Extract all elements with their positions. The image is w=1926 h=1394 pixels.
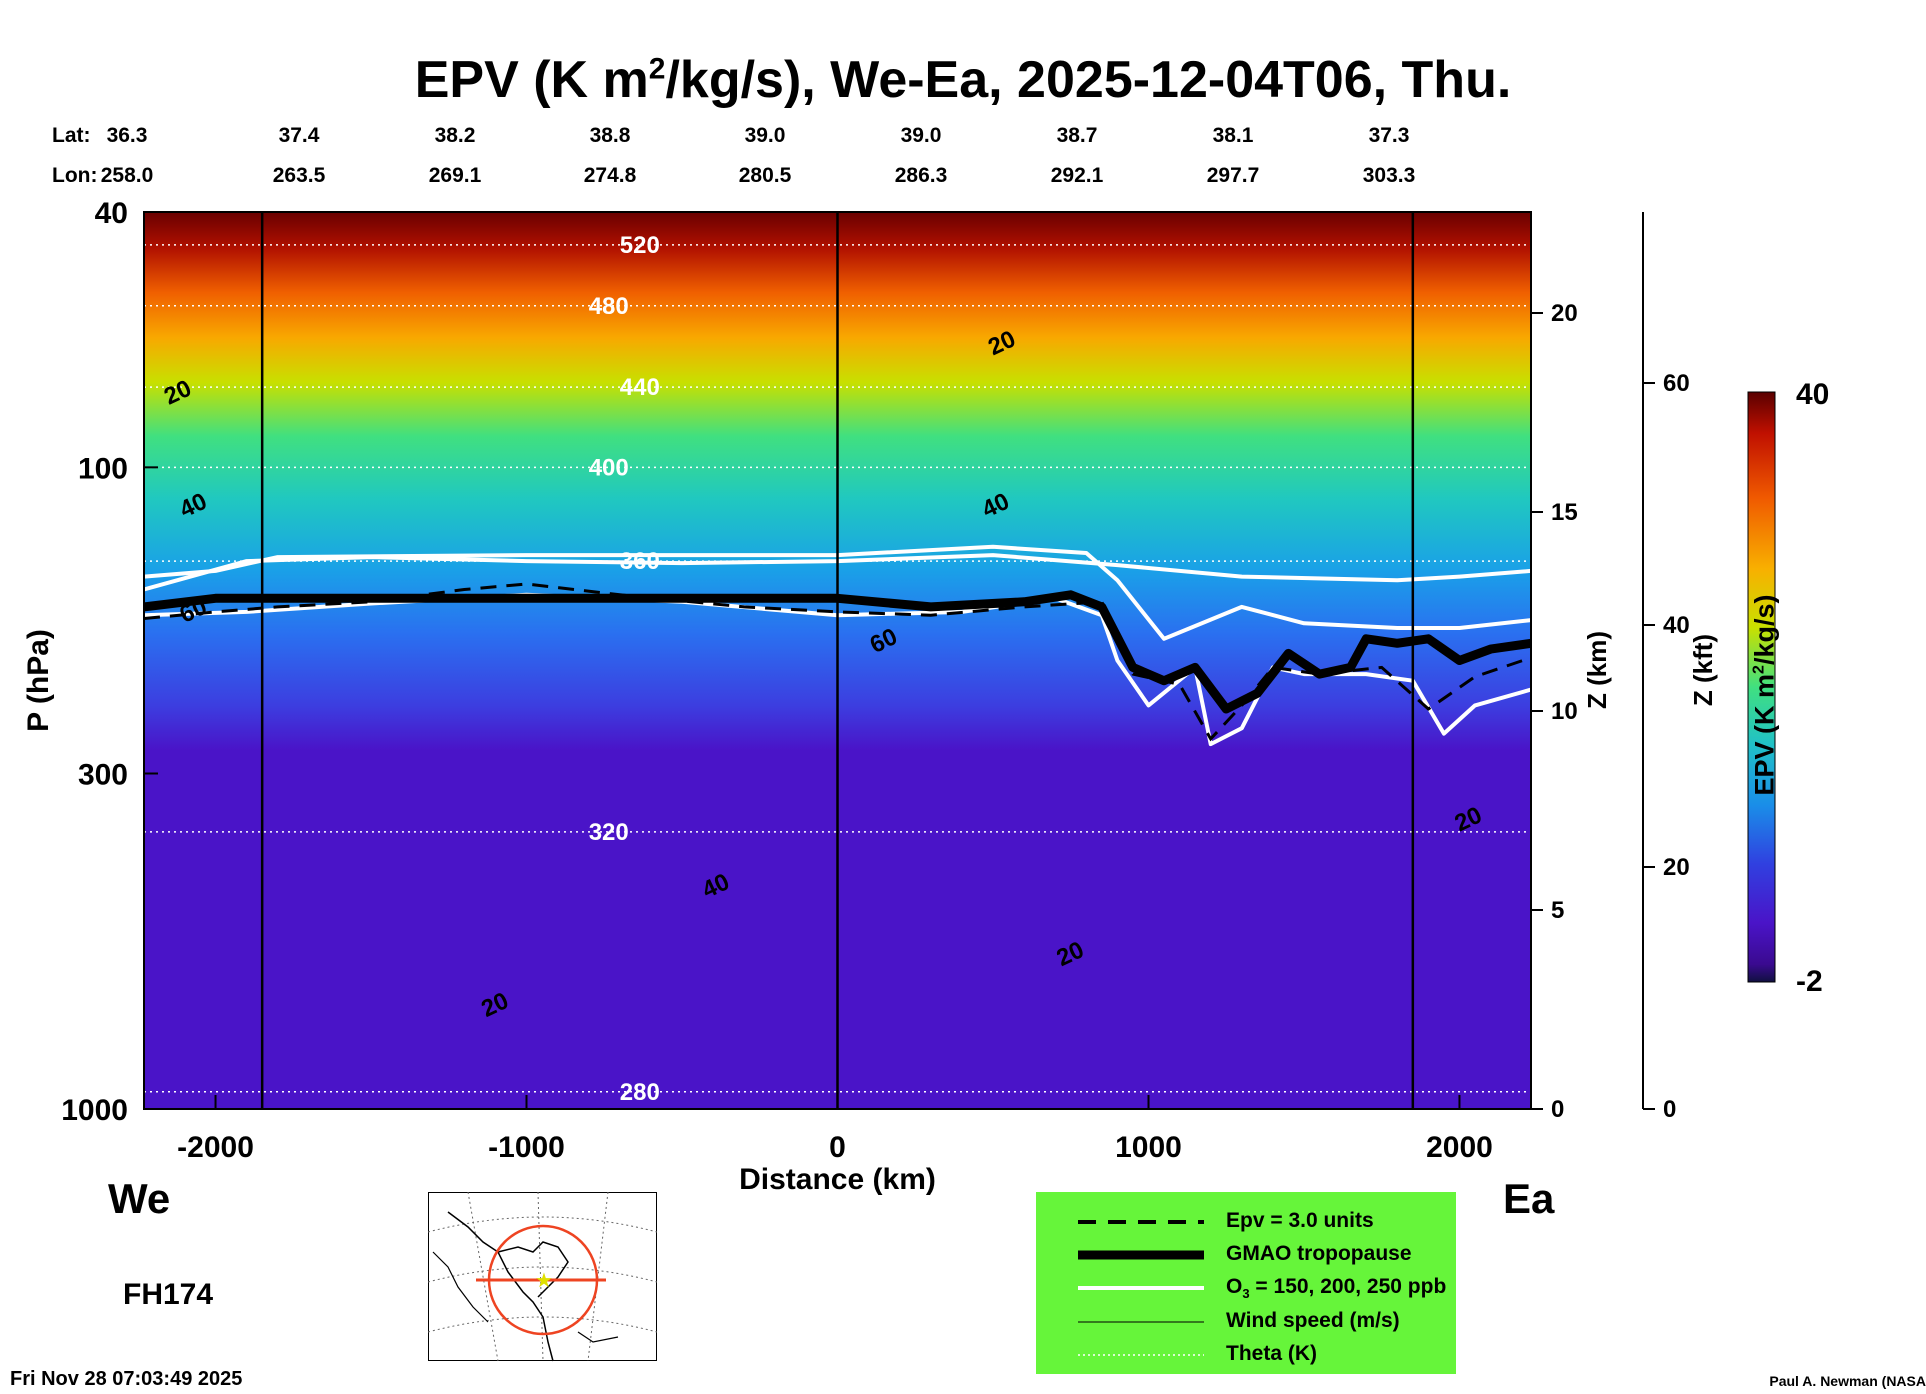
lon-value: 292.1 — [1050, 164, 1104, 187]
chart-title: EPV (K m2/kg/s), We-Ea, 2025-12-04T06, T… — [0, 50, 1926, 110]
x-tick-label: -1000 — [488, 1131, 565, 1164]
lon-value: 303.3 — [1362, 164, 1416, 187]
theta-label: 480 — [589, 293, 629, 320]
z-km-axis-label: Z (km) — [1582, 631, 1612, 709]
lon-value: 280.5 — [738, 164, 792, 187]
colorbar-title: EPV (K m2/kg/s) — [1749, 594, 1780, 796]
lon-value: 286.3 — [894, 164, 948, 187]
z-km-tick-label: 0 — [1551, 1096, 1564, 1123]
colorbar-max-label: 40 — [1796, 378, 1830, 411]
coastline — [447, 1211, 569, 1362]
z-kft-axis-label: Z (kft) — [1688, 634, 1718, 706]
y-tick-label: 300 — [78, 758, 128, 791]
x-tick-label: -2000 — [177, 1131, 254, 1164]
lat-value: 36.3 — [106, 124, 148, 147]
z-km-tick-label: 10 — [1551, 698, 1578, 725]
theta-label: 320 — [589, 819, 629, 846]
colorbar — [1747, 391, 1776, 983]
z-km-tick-label: 20 — [1551, 300, 1578, 327]
lat-value: 38.1 — [1212, 124, 1254, 147]
y-axis-label: P (hPa) — [22, 629, 55, 732]
center-star-icon: ★ — [535, 1270, 553, 1292]
ozone-line — [144, 544, 1531, 641]
lat-value: 39.0 — [744, 124, 786, 147]
lat-label: Lat: — [52, 124, 91, 147]
lat-value: 38.2 — [434, 124, 476, 147]
east-label: Ea — [1503, 1175, 1555, 1222]
theta-label: 440 — [620, 374, 660, 401]
x-tick-label: 2000 — [1426, 1131, 1493, 1164]
z-kft-tick-label: 40 — [1663, 612, 1690, 639]
timestamp: Fri Nov 28 07:03:49 2025 — [10, 1368, 243, 1390]
lat-value: 39.0 — [900, 124, 942, 147]
title-part-1: EPV (K m — [414, 51, 649, 109]
lon-label: Lon: — [52, 164, 98, 187]
lon-value: 297.7 — [1206, 164, 1260, 187]
lon-value: 269.1 — [428, 164, 482, 187]
lat-value: 38.8 — [589, 124, 631, 147]
legend-label-ozone: O3 = 150, 200, 250 ppb — [1226, 1275, 1447, 1302]
y-tick-label: 1000 — [61, 1094, 128, 1127]
theta-label: 400 — [589, 454, 629, 481]
west-label: We — [108, 1175, 171, 1222]
lon-value: 274.8 — [583, 164, 637, 187]
legend-label-tropopause: GMAO tropopause — [1226, 1242, 1412, 1265]
x-tick-label: 0 — [829, 1131, 846, 1164]
z-kft-tick-label: 60 — [1663, 370, 1690, 397]
title-part-2: /kg/s), We-Ea, 2025-12-04T06, Thu. — [665, 51, 1512, 109]
x-axis-label: Distance (km) — [739, 1163, 936, 1196]
location-map: ★ — [428, 1192, 658, 1362]
lat-value: 38.7 — [1056, 124, 1098, 147]
forecast-hour: FH174 — [123, 1278, 214, 1311]
epv3-line — [144, 582, 1531, 742]
z-km-tick-label: 5 — [1551, 897, 1564, 924]
author-credit: Paul A. Newman (NASA — [1769, 1373, 1926, 1389]
legend: Epv = 3.0 units GMAO tropopause O3 = 150… — [1036, 1192, 1456, 1374]
theta-label: 280 — [620, 1079, 660, 1106]
legend-label-wind: Wind speed (m/s) — [1226, 1309, 1400, 1332]
y-tick-label: 40 — [95, 197, 128, 230]
lat-value: 37.4 — [278, 124, 320, 147]
theta-label: 520 — [620, 232, 660, 259]
title-superscript: 2 — [648, 52, 666, 86]
y-tick-label: 100 — [78, 452, 128, 485]
z-kft-tick-label: 0 — [1663, 1096, 1676, 1123]
legend-label-epv: Epv = 3.0 units — [1226, 1209, 1374, 1232]
lon-value: 263.5 — [272, 164, 326, 187]
lon-value: 258.0 — [100, 164, 154, 187]
legend-label-theta: Theta (K) — [1226, 1342, 1317, 1365]
lat-value: 37.3 — [1368, 124, 1410, 147]
colorbar-min-label: -2 — [1796, 965, 1823, 998]
x-tick-label: 1000 — [1115, 1131, 1182, 1164]
z-km-tick-label: 15 — [1551, 499, 1578, 526]
z-kft-tick-label: 20 — [1663, 854, 1690, 881]
